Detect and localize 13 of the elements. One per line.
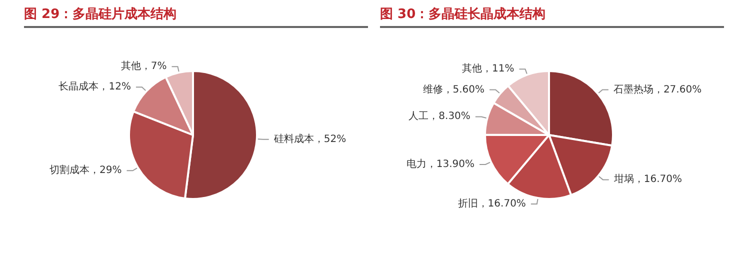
slice-label: 石墨热场，27.60% <box>613 83 702 96</box>
slice-label: 其他，7% <box>120 60 167 72</box>
slice-label: 其他，11% <box>462 62 514 75</box>
slice-label: 电力，13.90% <box>406 158 474 170</box>
chart-title: 图 29：多晶硅片成本结构 <box>24 6 368 28</box>
slice-label: 切割成本，29% <box>50 164 122 176</box>
slice-label: 折旧，16.70% <box>458 197 526 210</box>
slice-label: 坩埚，16.70% <box>612 173 682 186</box>
slice-label: 人工，8.30% <box>408 111 470 122</box>
slice-label: 硅料成本，52% <box>272 132 346 145</box>
slice-label: 维修，5.60% <box>422 83 485 96</box>
chart-title: 图 30：多晶硅长晶成本结构 <box>380 6 724 28</box>
slice-label: 长晶成本，12% <box>58 80 131 93</box>
